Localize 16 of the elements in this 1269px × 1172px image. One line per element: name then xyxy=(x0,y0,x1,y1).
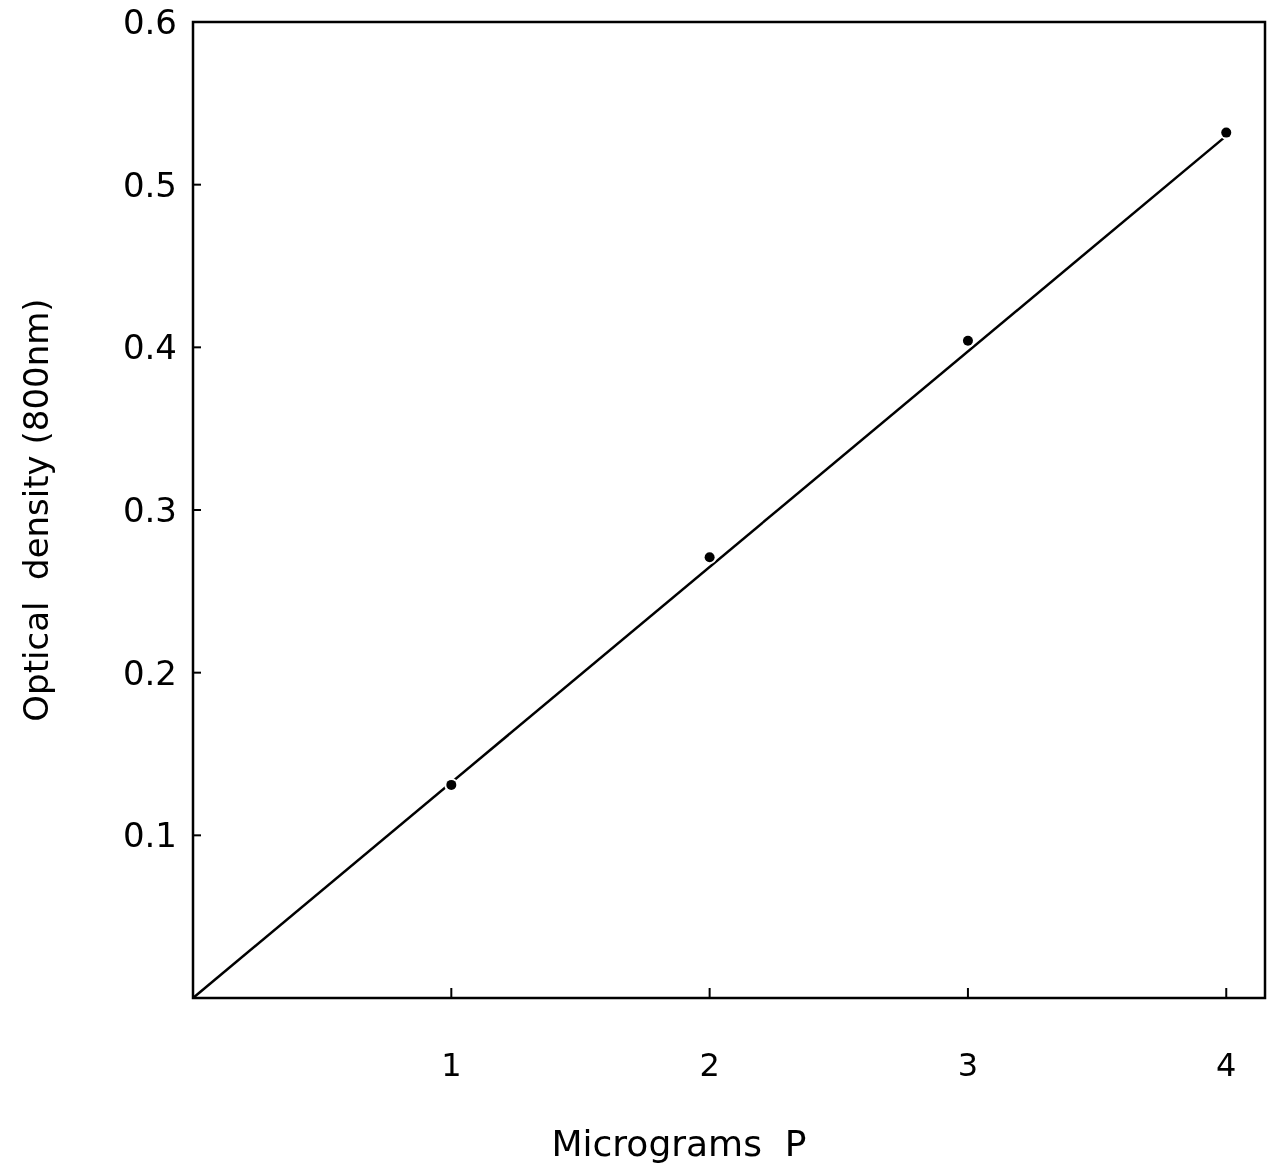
y-tick-label: 0.3 xyxy=(122,489,177,530)
point xyxy=(1219,125,1234,140)
y-tick-label: 0.5 xyxy=(122,164,177,205)
y-tick-label: 0.1 xyxy=(122,815,177,856)
x-axis-title: Micrograms P xyxy=(551,1123,807,1164)
point xyxy=(444,777,459,792)
x-tick-label: 2 xyxy=(699,1046,720,1084)
x-tick-label: 3 xyxy=(957,1046,979,1084)
x-tick-label: 1 xyxy=(441,1046,462,1084)
x-tick-label: 4 xyxy=(1216,1046,1237,1084)
y-tick-label: 0.4 xyxy=(122,327,177,368)
y-axis-title: Optical density (800nm) xyxy=(16,298,56,722)
point xyxy=(960,333,975,348)
y-tick-label: 0.6 xyxy=(122,1,177,42)
y-tick-label: 0.2 xyxy=(122,652,177,693)
point xyxy=(702,550,717,565)
